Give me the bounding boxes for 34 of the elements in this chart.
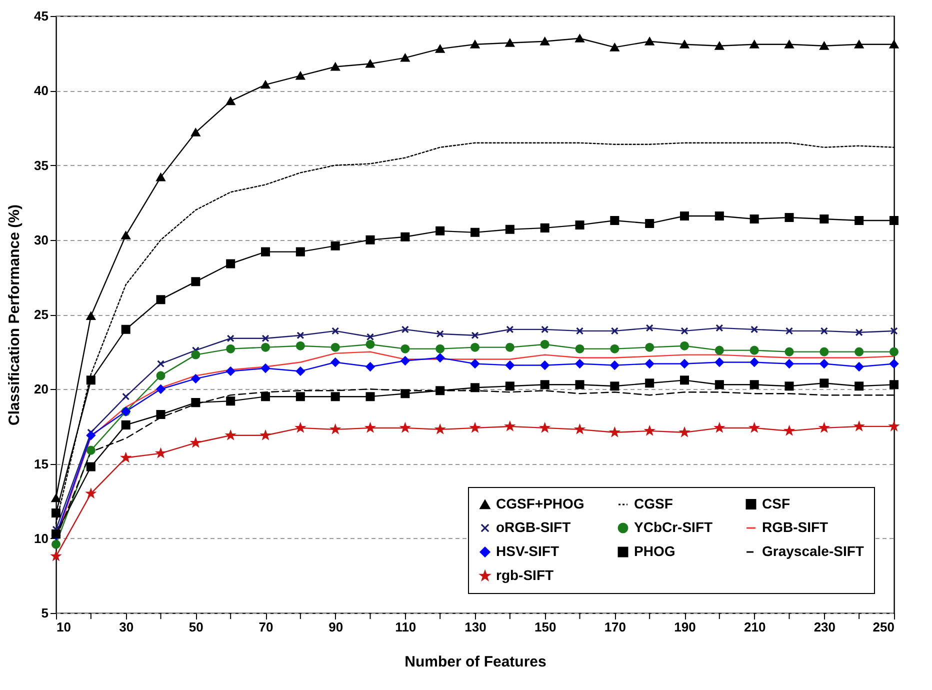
legend-label: RGB-SIFT — [762, 519, 829, 535]
x-tick-label: 230 — [814, 620, 836, 634]
legend-label: YCbCr-SIFT — [634, 519, 713, 535]
y-tick-label: 45 — [34, 8, 48, 24]
y-tick-label: 10 — [34, 530, 48, 546]
y-tick-label: 25 — [34, 307, 48, 322]
x-tick-label: 150 — [534, 620, 556, 634]
y-axis-title: Classification Performance (%) — [6, 204, 24, 426]
x-tick-label: 170 — [604, 620, 626, 634]
y-tick-label: 5 — [41, 606, 48, 620]
x-tick-label: 70 — [258, 620, 274, 634]
legend-label: oRGB-SIFT — [496, 519, 572, 535]
x-tick-label: 90 — [328, 620, 344, 634]
y-tick-label: 35 — [34, 158, 48, 173]
x-tick-label: 250 — [872, 620, 894, 634]
legend-label: PHOG — [634, 543, 676, 559]
legend-label: HSV-SIFT — [496, 543, 560, 559]
y-tick-label: 30 — [34, 232, 48, 248]
legend-label: rgb-SIFT — [496, 567, 554, 583]
legend-label: CGSF — [634, 496, 674, 512]
x-tick-label: 110 — [395, 620, 416, 634]
y-tick-label: 20 — [34, 382, 48, 397]
legend-label: Grayscale-SIFT — [762, 543, 864, 559]
y-tick-label: 40 — [34, 83, 48, 98]
x-tick-label: 130 — [464, 620, 486, 634]
x-tick-label: 210 — [744, 620, 766, 634]
x-tick-label: 30 — [119, 620, 134, 634]
x-axis-title: Number of Features — [404, 654, 546, 670]
legend-label: CSF — [762, 495, 790, 512]
x-tick-label: 50 — [188, 620, 204, 634]
y-tick-label: 15 — [34, 456, 48, 472]
x-tick-label: 190 — [674, 620, 696, 634]
legend-label: CGSF+PHOG — [496, 496, 584, 512]
x-tick-label: 10 — [56, 620, 71, 634]
